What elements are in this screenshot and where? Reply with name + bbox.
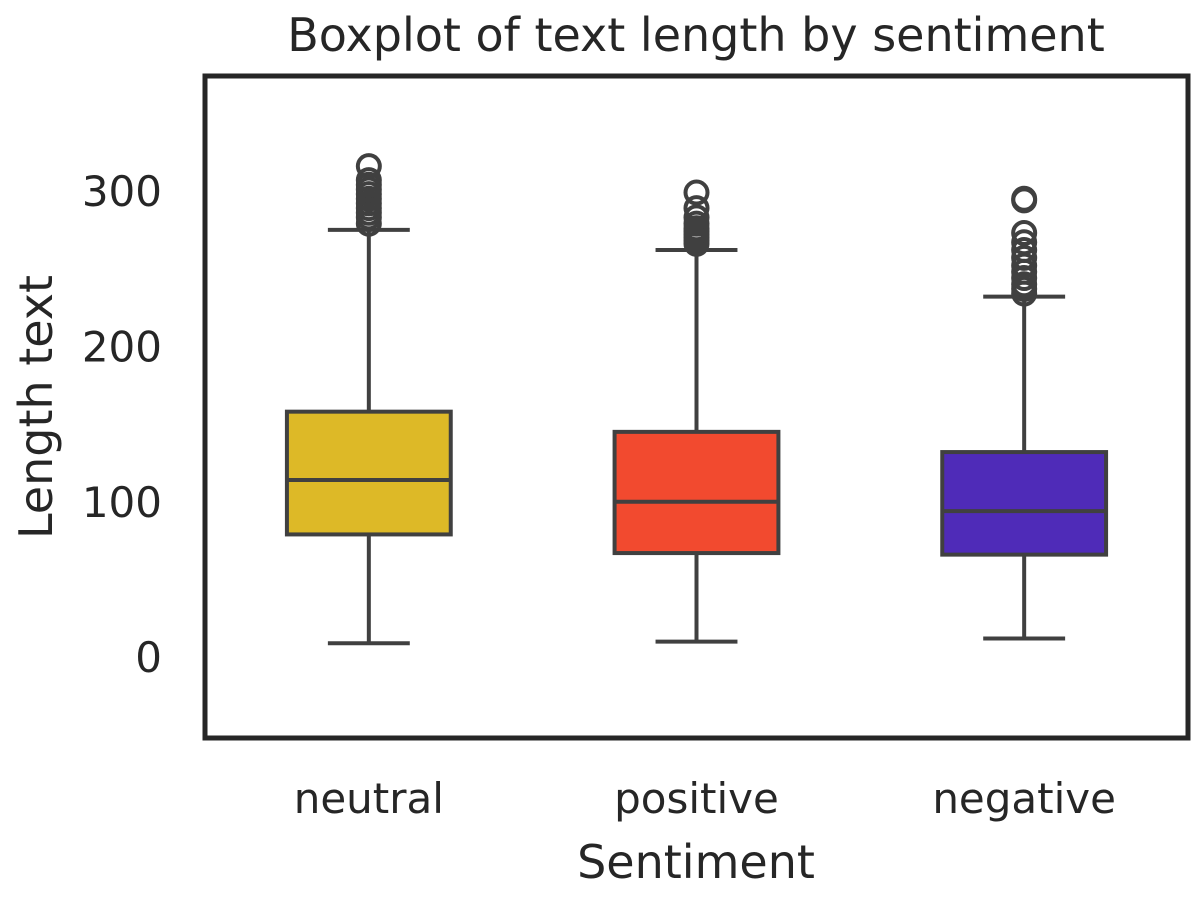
outlier-point	[1011, 244, 1038, 271]
y-tick-label: 0	[135, 633, 162, 682]
x-tick-label: neutral	[294, 774, 444, 823]
iqr-box	[940, 450, 1109, 557]
y-axis-ticks: 0 100 200 300	[82, 167, 162, 682]
outlier-point	[1011, 219, 1038, 246]
iqr-box	[284, 409, 453, 537]
x-tick-label: positive	[614, 774, 779, 823]
box-neutral	[284, 153, 453, 646]
outlier-point	[683, 195, 710, 222]
x-tick-label: negative	[932, 774, 1116, 823]
y-tick-label: 200	[82, 322, 162, 371]
plot-area	[284, 153, 1109, 646]
outlier-point	[1011, 185, 1038, 212]
box-positive	[612, 179, 781, 644]
outlier-point	[683, 179, 710, 206]
y-tick-label: 100	[82, 478, 162, 527]
iqr-box	[612, 429, 781, 556]
x-axis-label: Sentiment	[577, 835, 815, 889]
outlier-point	[1011, 229, 1038, 256]
plot-frame	[202, 73, 1191, 741]
outlier-point	[355, 153, 382, 180]
chart-title: Boxplot of text length by sentiment	[287, 8, 1105, 62]
box-negative	[940, 185, 1109, 641]
outlier-point	[1011, 237, 1038, 264]
y-axis-label: Length text	[9, 275, 63, 539]
y-tick-label: 300	[82, 167, 162, 216]
outlier-point	[683, 204, 710, 231]
outlier-point	[355, 167, 382, 194]
x-axis-ticks: neutral positive negative	[294, 774, 1116, 823]
